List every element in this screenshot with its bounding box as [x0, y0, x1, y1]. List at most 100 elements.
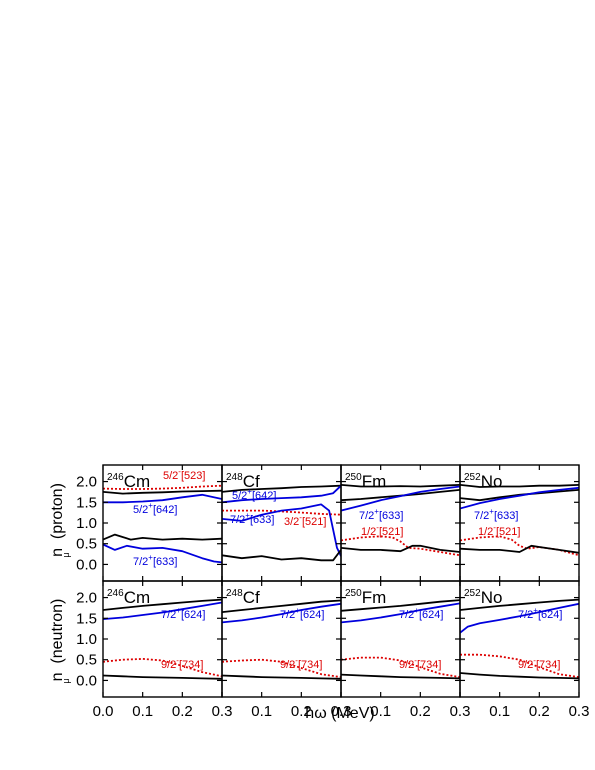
series-line-black-0 — [341, 484, 460, 488]
y-tick-label: 1.5 — [76, 610, 97, 627]
series-group — [460, 484, 579, 557]
nucleus-label: 252No — [464, 588, 502, 607]
series-line-black-0 — [103, 598, 222, 611]
orbital-label: 9/2-[734] — [518, 656, 560, 671]
orbital-label: 9/2-[734] — [280, 656, 322, 671]
y-axis-label-bottom-text: n (neutron) — [49, 599, 66, 682]
y-tick-label: 1.5 — [76, 494, 97, 511]
panel-neutron-no: 0.1 0.2 0.3 252No 7/2+[624] 9/2-[734] — [459, 580, 590, 720]
series-line-blue-5-2642 — [103, 493, 222, 504]
nucleus-mass: 250 — [345, 588, 362, 599]
nucleus-label: 250Fm — [345, 588, 386, 607]
nucleus-mass: 252 — [464, 588, 481, 599]
orbital-label: 7/2+[624] — [161, 606, 205, 621]
orbital-label: 9/2-[734] — [399, 656, 441, 671]
x-tick-label: 0.1 — [489, 703, 510, 720]
series-line-blue-7-2633 — [222, 503, 341, 557]
y-tick-label: 0.5 — [76, 652, 97, 669]
series-line-red-9-2734 — [341, 656, 460, 678]
nucleus-label: 246Cm — [107, 588, 150, 607]
x-tick-label: 0.2 — [529, 703, 550, 720]
nucleus-mass: 248 — [226, 472, 243, 483]
x-tick-label: 0.1 — [370, 703, 391, 720]
y-axis-label-bottom: n (neutron) μ — [49, 599, 71, 684]
x-tick-label: 0.2 — [410, 703, 431, 720]
series-line-black-0 — [103, 489, 222, 495]
y-axis-label-bottom-sub: μ — [61, 678, 71, 683]
orbital-label: 3/2-[521] — [284, 513, 326, 528]
series-line-black-1 — [341, 489, 460, 502]
x-tick-label: 0.0 — [93, 703, 114, 720]
panel-proton-cm: 0.0 0.5 1.0 1.5 2.0 246Cm 5/2-[523] 5/2+[642] 7/… — [76, 464, 223, 582]
panel-proton-fm: 250Fm 7/2+[633]1/2-[521] — [340, 464, 461, 582]
nucleus-label: 252No — [464, 472, 502, 491]
nucleus-label: 248Cf — [226, 472, 260, 491]
panel-proton-no: 252No 7/2+[633]1/2-[521] — [459, 464, 580, 582]
y-tick-label: 2.0 — [76, 474, 97, 491]
orbital-label: 5/2-[523] — [163, 467, 205, 482]
series-line-black-4 — [341, 544, 460, 553]
series-line-black-0 — [222, 484, 341, 493]
nucleus-symbol: No — [481, 588, 503, 607]
nucleus-symbol: Cf — [243, 472, 260, 491]
x-tick-label: 0.3 — [569, 703, 590, 720]
series-line-blue-7-2633 — [341, 485, 460, 512]
x-tick-label: 0.2 — [291, 703, 312, 720]
y-tick-label: 1.0 — [76, 631, 97, 648]
series-line-blue-7-2624 — [460, 602, 579, 634]
orbital-label: 7/2+[633] — [133, 553, 177, 568]
series-group — [341, 599, 460, 680]
series-line-black-4 — [460, 544, 579, 554]
series-line-red-9-2734 — [103, 658, 222, 678]
series-line-black-3 — [222, 674, 341, 680]
orbital-label: 1/2-[521] — [478, 523, 520, 538]
orbital-label: 7/2+[633] — [474, 507, 518, 522]
panels-layer: 0.00.51.01.52.0 246Cm 5/2-[523]5/2+[642]7/… — [76, 464, 590, 720]
nucleus-symbol: Cm — [124, 588, 150, 607]
nucleus-symbol: Cm — [124, 472, 150, 491]
series-group — [341, 484, 460, 557]
y-axis-label-top-sub: μ — [61, 552, 71, 557]
y-axis-label-top-text: n (proton) — [49, 483, 66, 557]
x-tick-label: 0.1 — [251, 703, 272, 720]
orbital-label: 5/2+[642] — [133, 501, 177, 516]
series-line-black-0 — [341, 599, 460, 612]
panel-neutron-cm: 0.0 0.5 1.0 1.5 2.0 0.0 0.1 0.2 0.3 246Cm 7/2+[624… — [76, 580, 232, 720]
y-tick-label: 0.5 — [76, 536, 97, 553]
x-axis-label: ħω (MeV) — [305, 705, 374, 722]
series-line-blue-7-2624 — [222, 602, 341, 624]
nucleus-label: 246Cm — [107, 472, 150, 491]
y-tick-label: 2.0 — [76, 590, 97, 607]
series-line-black-3 — [103, 674, 222, 680]
orbital-label: 7/2+[624] — [280, 606, 324, 621]
series-group — [222, 599, 341, 680]
series-line-red-5-2523 — [103, 484, 222, 490]
x-tick-label: 0.2 — [172, 703, 193, 720]
series-line-blue-7-2633 — [103, 543, 222, 564]
orbital-label: 7/2+[624] — [518, 606, 562, 621]
nucleus-mass: 250 — [345, 472, 362, 483]
nucleus-mass: 246 — [107, 472, 124, 483]
y-tick-label: 1.0 — [76, 515, 97, 532]
series-line-black-3 — [341, 673, 460, 680]
series-line-black-0 — [222, 599, 341, 613]
orbital-label: 7/2+[624] — [399, 606, 443, 621]
series-line-black-0 — [460, 598, 579, 611]
panel-neutron-fm: 0.1 0.2 0.3 250Fm 7/2+[624] 9/2-[734] — [340, 580, 471, 720]
series-line-black-4 — [222, 549, 341, 562]
series-line-black-0 — [460, 484, 579, 488]
series-line-blue-7-2633 — [460, 486, 579, 510]
series-group — [103, 598, 222, 680]
nucleus-symbol: Fm — [362, 588, 387, 607]
orbital-label: 7/2+[633] — [230, 511, 274, 526]
series-line-red-1-2521 — [341, 535, 460, 557]
nucleus-mass: 252 — [464, 472, 481, 483]
series-line-blue-5-2642 — [222, 485, 341, 504]
series-line-black-3 — [460, 672, 579, 680]
y-tick-label: 0.0 — [76, 672, 97, 689]
series-group — [460, 598, 579, 680]
x-tick-label: 0.3 — [450, 703, 471, 720]
orbital-label: 7/2+[633] — [359, 507, 403, 522]
orbital-label: 1/2-[521] — [361, 523, 403, 538]
